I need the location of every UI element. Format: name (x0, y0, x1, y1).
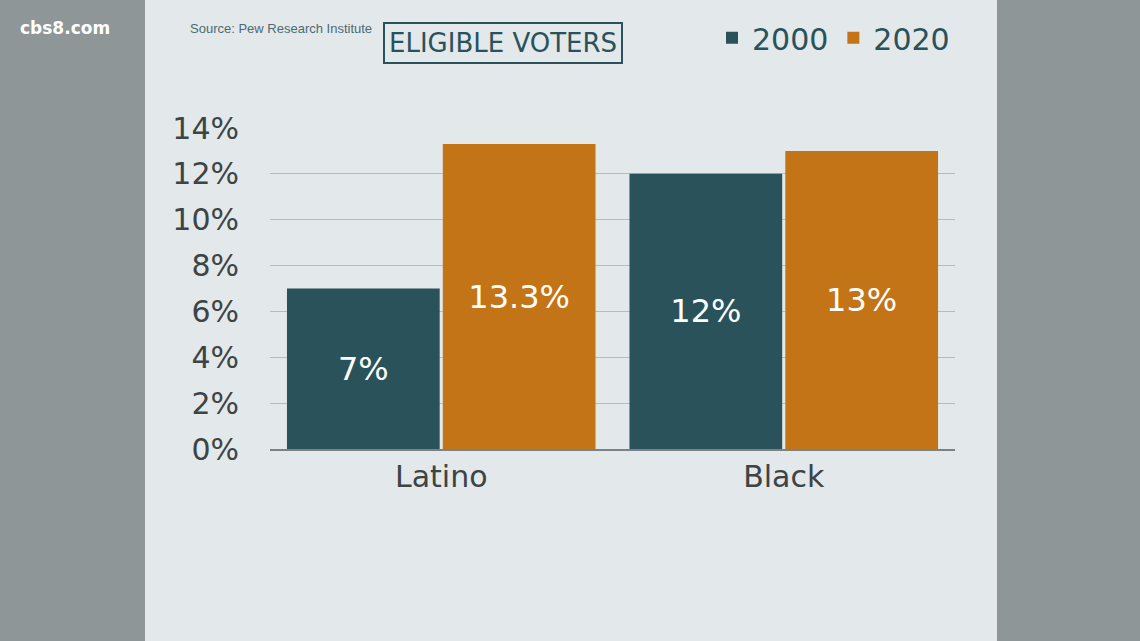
svg-text:ELIGIBLE VOTERS: ELIGIBLE VOTERS (389, 28, 617, 58)
svg-text:2020: 2020 (873, 22, 949, 57)
svg-text:13.3%: 13.3% (468, 278, 570, 316)
svg-text:2000: 2000 (752, 22, 828, 57)
svg-text:10%: 10% (172, 202, 239, 237)
svg-text:Source: Pew Research Institute: Source: Pew Research Institute (190, 21, 372, 36)
svg-text:12%: 12% (670, 292, 741, 330)
svg-text:Latino: Latino (395, 459, 488, 494)
svg-text:13%: 13% (826, 281, 897, 319)
svg-text:8%: 8% (191, 248, 239, 283)
svg-text:7%: 7% (338, 350, 389, 388)
html-text:cbs8.com: cbs8.com (20, 18, 111, 38)
svg-text:4%: 4% (191, 340, 239, 375)
svg-text:0%: 0% (191, 432, 239, 467)
svg-text:6%: 6% (191, 294, 239, 329)
svg-text:12%: 12% (172, 156, 239, 191)
svg-text:14%: 14% (172, 111, 239, 146)
svg-text:Black: Black (743, 459, 825, 494)
svg-text:2%: 2% (191, 386, 239, 421)
